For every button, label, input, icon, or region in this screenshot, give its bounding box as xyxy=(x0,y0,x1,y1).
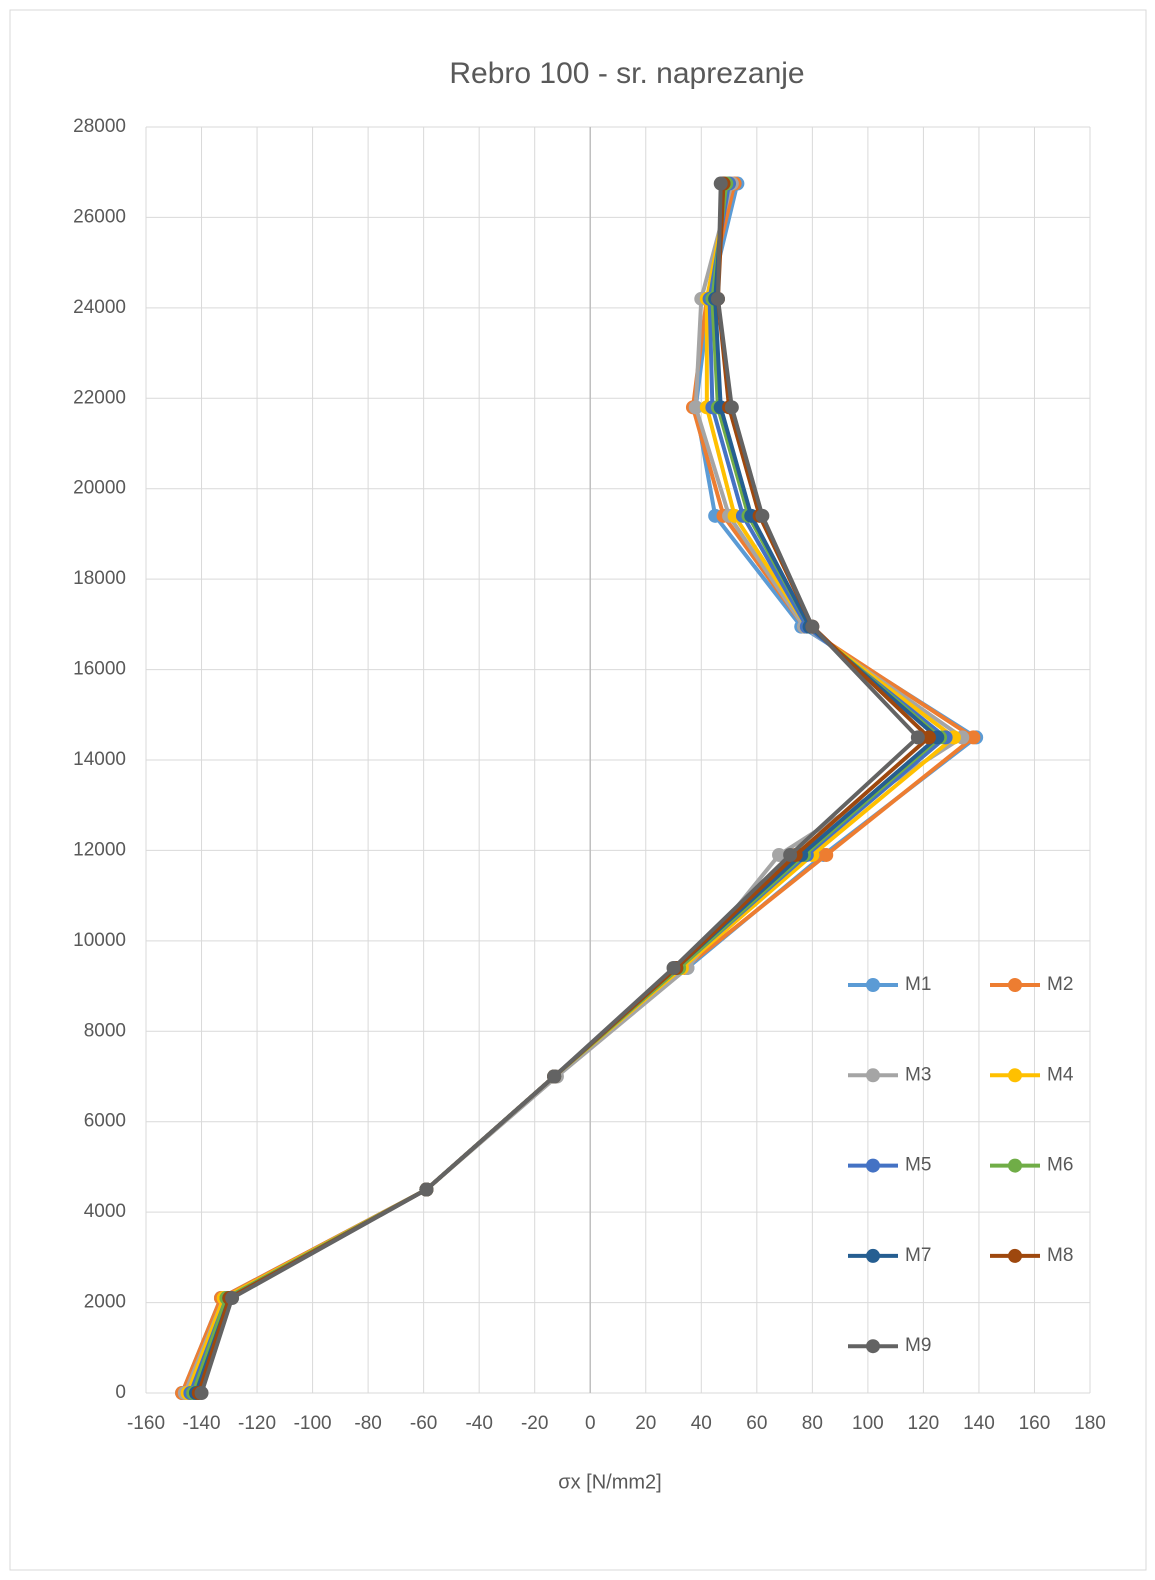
data-point xyxy=(713,176,728,191)
x-tick-label: -120 xyxy=(238,1413,276,1434)
data-point xyxy=(710,291,725,306)
data-point xyxy=(419,1182,434,1197)
legend-marker xyxy=(1008,1158,1022,1173)
data-point xyxy=(755,508,770,523)
y-tick-label: 6000 xyxy=(84,1111,126,1132)
legend-label: M6 xyxy=(1047,1155,1073,1176)
legend-marker xyxy=(866,1158,880,1173)
x-tick-label: 160 xyxy=(1019,1413,1051,1434)
x-tick-label: 140 xyxy=(963,1413,995,1434)
legend-label: M2 xyxy=(1047,974,1073,995)
legend-marker xyxy=(1008,978,1022,992)
x-axis-label: σx [N/mm2] xyxy=(558,1471,661,1493)
data-point xyxy=(819,847,834,862)
y-tick-label: 20000 xyxy=(73,478,126,499)
y-tick-label: 26000 xyxy=(73,206,126,227)
legend-label: M8 xyxy=(1047,1245,1073,1266)
x-tick-label: 60 xyxy=(746,1413,767,1434)
legend-marker xyxy=(1008,1068,1022,1083)
data-point xyxy=(688,400,703,415)
x-tick-label: 180 xyxy=(1074,1413,1106,1434)
x-tick-label: -40 xyxy=(465,1413,492,1434)
x-tick-label: 20 xyxy=(635,1413,656,1434)
y-tick-label: 14000 xyxy=(73,749,126,770)
data-point xyxy=(547,1069,562,1084)
data-point xyxy=(783,847,798,862)
x-tick-label: -100 xyxy=(294,1413,332,1434)
y-tick-label: 12000 xyxy=(73,839,126,860)
legend-label: M9 xyxy=(905,1335,931,1356)
data-point xyxy=(772,847,787,862)
data-point xyxy=(966,730,981,745)
x-tick-label: -80 xyxy=(354,1413,381,1434)
y-tick-label: 10000 xyxy=(73,930,126,951)
x-tick-label: -140 xyxy=(183,1413,221,1434)
x-tick-label: -60 xyxy=(410,1413,437,1434)
data-point xyxy=(724,400,739,415)
x-tick-label: 40 xyxy=(691,1413,712,1434)
y-tick-label: 24000 xyxy=(73,297,126,318)
data-point xyxy=(666,960,681,975)
x-tick-label: 0 xyxy=(585,1413,596,1434)
data-point xyxy=(805,619,820,634)
y-tick-label: 2000 xyxy=(84,1292,126,1313)
legend-marker xyxy=(1008,1248,1022,1263)
data-point xyxy=(910,730,925,745)
series-line xyxy=(199,183,920,1394)
legend-label: M1 xyxy=(905,974,931,995)
y-tick-label: 22000 xyxy=(73,387,126,408)
y-tick-label: 8000 xyxy=(84,1020,126,1041)
y-tick-label: 4000 xyxy=(84,1201,126,1222)
chart-title: Rebro 100 - sr. naprezanje xyxy=(449,57,804,90)
x-tick-label: 80 xyxy=(802,1413,823,1434)
legend-label: M3 xyxy=(905,1064,931,1085)
y-tick-label: 18000 xyxy=(73,568,126,589)
data-point xyxy=(921,730,936,745)
legend-marker xyxy=(866,1339,880,1354)
legend-label: M5 xyxy=(905,1155,931,1176)
legend-marker xyxy=(866,1068,880,1083)
x-tick-label: 100 xyxy=(852,1413,884,1434)
data-point xyxy=(194,1386,209,1400)
data-point xyxy=(225,1291,240,1306)
x-tick-label: -160 xyxy=(127,1413,165,1434)
y-tick-label: 0 xyxy=(115,1382,126,1403)
legend-marker xyxy=(866,978,880,992)
chart-border xyxy=(9,9,1147,1571)
legend-label: M7 xyxy=(905,1245,931,1266)
legend-marker xyxy=(866,1248,880,1263)
y-tick-label: 28000 xyxy=(73,116,126,137)
y-tick-label: 16000 xyxy=(73,659,126,680)
legend-label: M4 xyxy=(1047,1064,1074,1085)
x-tick-label: 120 xyxy=(908,1413,940,1434)
x-tick-label: -20 xyxy=(521,1413,548,1434)
